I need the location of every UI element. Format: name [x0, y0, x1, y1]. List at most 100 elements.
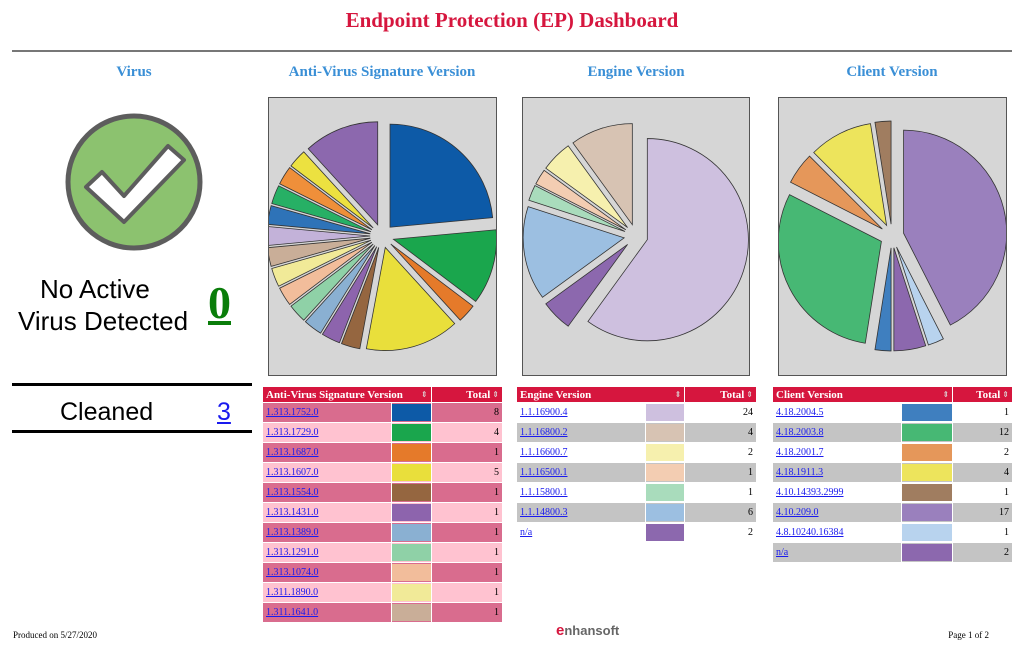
- color-swatch-cell: [644, 522, 686, 543]
- pie-slice: [269, 226, 371, 246]
- sort-icon[interactable]: ⇕: [492, 389, 499, 399]
- color-swatch-cell: [644, 462, 686, 483]
- engine-version-column-header[interactable]: Engine Version ⇕: [515, 386, 686, 403]
- color-swatch-cell: [900, 462, 954, 483]
- pie-slice: [587, 138, 749, 342]
- color-swatch-cell: [390, 502, 432, 523]
- sort-icon[interactable]: ⇕: [420, 389, 428, 399]
- version-link[interactable]: 1.313.1431.0: [266, 507, 319, 518]
- version-link[interactable]: 4.8.10240.16384: [776, 527, 844, 538]
- av-signature-column-header[interactable]: Anti-Virus Signature Version ⇕: [262, 386, 432, 403]
- version-link[interactable]: 1.313.1729.0: [266, 427, 319, 438]
- color-swatch: [391, 484, 431, 501]
- version-link[interactable]: 1.313.1607.0: [266, 467, 319, 478]
- pie-slice: [813, 123, 888, 227]
- total-cell: 17: [952, 502, 1013, 523]
- color-swatch-cell: [390, 442, 432, 463]
- total-cell: 1: [430, 502, 504, 523]
- sort-icon[interactable]: ⇕: [746, 389, 753, 399]
- engine-total-column-header[interactable]: Total ⇕: [684, 386, 757, 403]
- color-swatch-cell: [900, 502, 954, 523]
- table-row: 1.313.1607.0 5: [262, 462, 504, 483]
- version-link[interactable]: n/a: [520, 527, 533, 538]
- total-cell: 4: [952, 462, 1013, 483]
- version-cell: 1.313.1607.0: [262, 462, 392, 483]
- table-row: 1.1.16600.7 2: [516, 442, 757, 463]
- color-swatch-cell: [644, 502, 686, 523]
- total-cell: 4: [430, 422, 504, 443]
- color-swatch-cell: [900, 442, 954, 463]
- color-swatch: [901, 424, 953, 441]
- client-version-column-header[interactable]: Client Version ⇕: [771, 386, 954, 403]
- table-row: 4.10.209.0 17: [772, 502, 1013, 523]
- av-total-column-header[interactable]: Total ⇕: [430, 386, 504, 403]
- table-row: 1.313.1729.0 4: [262, 422, 504, 443]
- version-link[interactable]: 4.18.2004.5: [776, 407, 824, 418]
- version-link[interactable]: 1.313.1389.0: [266, 527, 319, 538]
- table-row: 1.313.1687.0 1: [262, 442, 504, 463]
- total-cell: 5: [430, 462, 504, 483]
- version-link[interactable]: 1.313.1074.0: [266, 567, 319, 578]
- color-swatch-cell: [390, 542, 432, 563]
- pie-slice: [893, 247, 927, 352]
- pie-slice: [271, 239, 372, 287]
- color-swatch: [645, 464, 685, 481]
- color-swatch-cell: [644, 422, 686, 443]
- total-cell: 2: [952, 542, 1013, 563]
- total-cell: 24: [684, 402, 757, 423]
- total-cell: 1: [952, 482, 1013, 503]
- version-cell: 4.8.10240.16384: [772, 522, 902, 543]
- sort-icon[interactable]: ⇕: [942, 389, 950, 399]
- color-swatch: [391, 464, 431, 481]
- cleaned-count-link[interactable]: 3: [217, 398, 231, 426]
- client-total-column-header[interactable]: Total ⇕: [952, 386, 1013, 403]
- pie-slice: [290, 151, 374, 229]
- version-link[interactable]: 1.311.1890.0: [266, 587, 319, 598]
- version-cell: 1.311.1641.0: [262, 602, 392, 623]
- version-link[interactable]: 1.1.16600.7: [520, 447, 568, 458]
- table-row: 4.18.2004.5 1: [772, 402, 1013, 423]
- version-cell: 1.1.16500.1: [516, 462, 646, 483]
- version-link[interactable]: 4.18.1911.3: [776, 467, 824, 478]
- version-link[interactable]: 1.313.1687.0: [266, 447, 319, 458]
- version-link[interactable]: 1.1.15800.1: [520, 487, 568, 498]
- color-swatch-cell: [644, 402, 686, 423]
- table-row: 4.8.10240.16384 1: [772, 522, 1013, 543]
- version-link[interactable]: 4.10.14393.2999: [776, 487, 844, 498]
- version-link[interactable]: 1.1.16800.2: [520, 427, 568, 438]
- page-title: Endpoint Protection (EP) Dashboard: [345, 8, 679, 32]
- pie-slice: [269, 237, 371, 267]
- version-cell: 1.1.14800.3: [516, 502, 646, 523]
- version-link[interactable]: 1.1.16500.1: [520, 467, 568, 478]
- color-swatch: [645, 484, 685, 501]
- version-link[interactable]: 1.1.16900.4: [520, 407, 568, 418]
- color-swatch-cell: [644, 482, 686, 503]
- produced-date: Produced on 5/27/2020: [13, 630, 97, 640]
- version-cell: 4.10.209.0: [772, 502, 902, 523]
- total-cell: 1: [430, 482, 504, 503]
- version-link[interactable]: 1.313.1291.0: [266, 547, 319, 558]
- version-link[interactable]: 4.18.2003.8: [776, 427, 824, 438]
- total-cell: 1: [430, 562, 504, 583]
- pie-slice: [340, 247, 380, 350]
- color-swatch-cell: [900, 522, 954, 543]
- engine-version-pie-chart: [522, 97, 750, 376]
- version-link[interactable]: 4.18.2001.7: [776, 447, 824, 458]
- color-swatch-cell: [644, 442, 686, 463]
- version-link[interactable]: n/a: [776, 547, 789, 558]
- version-link[interactable]: 4.10.209.0: [776, 507, 819, 518]
- color-swatch: [901, 444, 953, 461]
- version-link[interactable]: 1.313.1554.0: [266, 487, 319, 498]
- active-virus-count-link[interactable]: 0: [208, 277, 231, 328]
- table-row: 1.313.1752.0 8: [262, 402, 504, 423]
- total-cell: 1: [952, 402, 1013, 423]
- color-swatch-cell: [900, 422, 954, 443]
- version-link[interactable]: 1.1.14800.3: [520, 507, 568, 518]
- version-link[interactable]: 1.313.1752.0: [266, 407, 319, 418]
- pie-slice: [269, 205, 371, 235]
- pie-slice: [545, 244, 628, 327]
- sort-icon[interactable]: ⇕: [674, 389, 682, 399]
- sort-icon[interactable]: ⇕: [1002, 389, 1009, 399]
- table-row: 1.1.16800.2 4: [516, 422, 757, 443]
- version-link[interactable]: 1.311.1641.0: [266, 607, 319, 618]
